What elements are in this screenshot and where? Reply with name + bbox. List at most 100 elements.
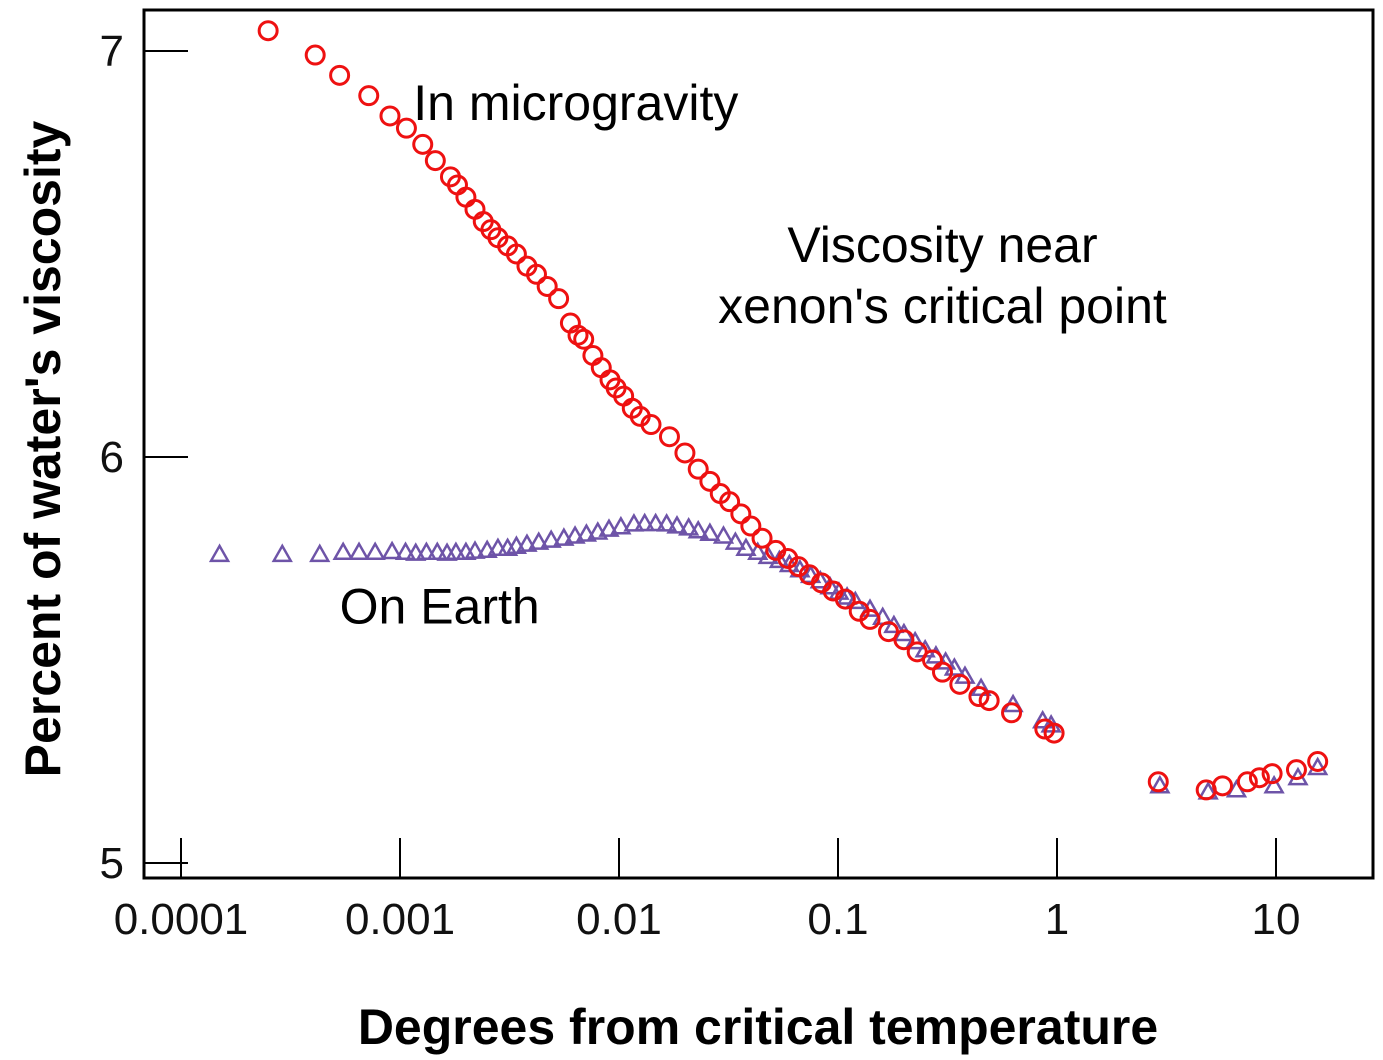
on-earth-point-69: [1307, 756, 1329, 776]
microgravity-point-33: [674, 442, 696, 464]
on-earth-point-36: [712, 525, 735, 544]
microgravity-point-5: [395, 117, 417, 139]
on-earth-point-9: [415, 541, 438, 561]
microgravity-point-64: [1236, 771, 1258, 793]
series-in-microgravity: [257, 20, 1329, 801]
on-earth-point-49: [844, 590, 866, 610]
microgravity-point-3: [358, 85, 380, 107]
on-earth-point-30: [644, 512, 667, 532]
microgravity-point-61: [1147, 771, 1169, 793]
microgravity-point-53: [921, 649, 943, 671]
on-earth-point-3: [332, 541, 354, 561]
on-earth-point-44: [799, 564, 822, 584]
on-earth-point-64: [1149, 774, 1171, 794]
x-tick-label-2: 0.01: [576, 895, 662, 944]
on-earth-point-19: [516, 533, 538, 552]
annotation-2: On Earth: [340, 578, 540, 634]
microgravity-point-31: [640, 414, 662, 436]
on-earth-point-37: [724, 531, 747, 550]
on-earth-point-27: [610, 515, 632, 535]
microgravity-point-54: [931, 661, 953, 683]
microgravity-point-40: [751, 527, 773, 549]
microgravity-point-34: [687, 458, 709, 480]
x-tick-label-5: 10: [1252, 895, 1301, 944]
on-earth-point-21: [540, 529, 562, 548]
on-earth-point-34: [687, 519, 709, 539]
y-tick-label-2: 7: [100, 27, 124, 76]
microgravity-point-49: [859, 608, 881, 630]
on-earth-point-35: [699, 522, 721, 541]
on-earth-point-6: [381, 540, 403, 560]
on-earth-point-31: [655, 512, 678, 532]
on-earth-point-33: [678, 517, 700, 536]
microgravity-point-68: [1307, 751, 1329, 772]
annotation-1: Viscosity near xenon's critical point: [718, 217, 1167, 334]
microgravity-point-39: [740, 515, 762, 537]
annotation-2-line-0: On Earth: [340, 578, 540, 634]
plot-area-frame: [142, 8, 1375, 880]
microgravity-point-57: [978, 690, 1000, 712]
microgravity-point-60: [1043, 722, 1065, 744]
annotation-1-line-0: Viscosity near: [787, 217, 1097, 273]
on-earth-point-23: [564, 525, 586, 544]
on-earth-point-7: [394, 541, 417, 561]
microgravity-point-35: [699, 470, 721, 492]
microgravity-point-65: [1248, 767, 1270, 789]
x-tick-label-1: 0.001: [345, 895, 455, 944]
annotation-1-line-1: xenon's critical point: [718, 278, 1167, 334]
microgravity-point-32: [658, 426, 680, 448]
y-tick-label-0: 5: [100, 839, 124, 888]
microgravity-point-18: [525, 263, 547, 285]
on-earth-point-54: [904, 630, 926, 650]
x-tick-label-4: 1: [1045, 895, 1069, 944]
microgravity-point-51: [893, 629, 915, 651]
microgravity-point-66: [1261, 763, 1283, 785]
on-earth-point-2: [309, 543, 331, 563]
y-axis-title: Percent of water's viscosity: [15, 121, 71, 778]
microgravity-point-56: [968, 686, 990, 708]
microgravity-point-23: [573, 328, 595, 350]
microgravity-point-0: [257, 20, 279, 42]
microgravity-point-37: [719, 491, 741, 513]
microgravity-point-55: [949, 673, 971, 695]
microgravity-point-2: [329, 64, 351, 86]
chart-annotations: In microgravity Viscosity near xenon's cri…: [340, 75, 1167, 634]
microgravity-point-38: [730, 503, 752, 525]
microgravity-point-67: [1285, 759, 1307, 781]
on-earth-point-22: [553, 527, 575, 546]
on-earth-point-28: [623, 512, 645, 532]
on-earth-point-1: [271, 543, 293, 563]
on-earth-point-52: [883, 614, 905, 634]
microgravity-point-47: [834, 588, 856, 610]
microgravity-point-6: [412, 133, 434, 155]
microgravity-point-63: [1212, 775, 1234, 797]
on-earth-point-4: [348, 541, 370, 561]
on-earth-point-8: [405, 542, 427, 561]
annotation-0: In microgravity: [413, 75, 738, 131]
microgravity-point-4: [379, 105, 401, 127]
on-earth-point-26: [598, 518, 620, 537]
on-earth-point-38: [735, 537, 757, 556]
x-tick-label-0: 0.0001: [114, 895, 249, 944]
on-earth-point-12: [445, 541, 467, 561]
microgravity-point-19: [536, 275, 558, 297]
on-earth-point-14: [464, 540, 486, 559]
microgravity-point-16: [505, 243, 527, 265]
on-earth-point-24: [575, 523, 598, 542]
microgravity-point-20: [548, 288, 570, 310]
on-earth-point-40: [757, 545, 779, 565]
on-earth-point-67: [1263, 774, 1285, 794]
on-earth-point-0: [208, 543, 231, 563]
microgravity-point-7: [424, 150, 446, 172]
y-tick-label-1: 6: [100, 433, 124, 482]
on-earth-point-10: [426, 541, 448, 561]
on-earth-point-39: [747, 541, 769, 561]
on-earth-point-32: [666, 515, 688, 534]
annotation-0-line-0: In microgravity: [413, 75, 738, 131]
on-earth-point-48: [836, 586, 858, 605]
on-earth-point-29: [634, 512, 656, 532]
axis-tick-labels: 0.0001 0.001 0.01 0.1 1 10 5 6 7: [100, 27, 1301, 944]
x-axis-title: Degrees from critical temperature: [358, 999, 1158, 1055]
on-earth-point-5: [364, 541, 386, 561]
